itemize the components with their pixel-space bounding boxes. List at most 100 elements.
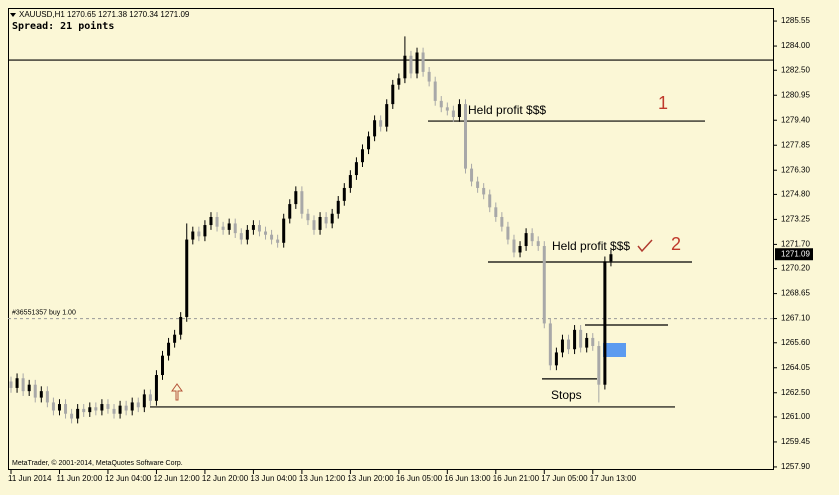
candle-body — [548, 323, 552, 366]
x-tick-label: 16 Jun 05:00 — [396, 474, 443, 483]
candle-body — [415, 52, 419, 74]
copyright: MetaTrader, © 2001-2014, MetaQuotes Soft… — [12, 459, 183, 467]
candle-body — [560, 339, 564, 353]
candle-body — [373, 120, 377, 137]
candle-body — [579, 329, 583, 348]
y-tick-label: 1262.50 — [781, 388, 810, 397]
candle-body — [148, 394, 152, 401]
candle-body — [585, 337, 589, 348]
candle-body — [542, 246, 546, 324]
y-tick-label: 1265.60 — [781, 338, 810, 347]
candle-body — [591, 337, 595, 346]
x-tick-label: 13 Jun 20:00 — [347, 474, 394, 483]
candle-body — [433, 81, 437, 101]
y-tick-label: 1264.05 — [781, 363, 810, 372]
candle-body — [348, 175, 352, 188]
candle-body — [33, 384, 37, 398]
candle-body — [360, 149, 364, 163]
x-tick-label: 17 Jun 13:00 — [590, 474, 637, 483]
y-tick-label: 1277.85 — [781, 140, 810, 149]
candle-body — [39, 391, 43, 398]
candle-body — [379, 120, 383, 127]
candle-body — [439, 100, 443, 108]
candle-body — [118, 405, 122, 414]
candle-body — [15, 378, 19, 388]
candle-body — [482, 187, 486, 195]
candle-body — [27, 384, 31, 392]
buy-arrow — [171, 383, 183, 401]
candle-body — [488, 194, 492, 208]
candle-body — [457, 104, 461, 118]
y-tick-label: 1282.50 — [781, 65, 810, 74]
x-tick-label: 16 Jun 13:00 — [444, 474, 491, 483]
candle-body — [403, 55, 407, 79]
annotation: Stops — [551, 388, 582, 402]
candle-body — [312, 220, 316, 230]
candle-body — [257, 225, 261, 232]
candle-body — [276, 239, 280, 243]
candle-body — [367, 136, 371, 150]
candle-body — [94, 407, 98, 411]
candle-body — [191, 231, 195, 240]
y-tick-label: 1273.25 — [781, 215, 810, 224]
candle-body — [385, 104, 389, 127]
annotation: 1 — [658, 93, 668, 113]
candle-body — [124, 405, 128, 411]
candle-body — [251, 225, 255, 230]
candle-body — [567, 339, 571, 350]
price-box — [775, 248, 813, 261]
candle-body — [57, 404, 61, 411]
candle-body — [270, 234, 274, 240]
candle-body — [215, 216, 219, 227]
x-tick-label: 17 Jun 05:00 — [541, 474, 588, 483]
x-tick-label: 11 Jun 20:00 — [56, 474, 102, 483]
candle-body — [51, 402, 55, 411]
candle-body — [427, 71, 431, 82]
candle-body — [300, 191, 304, 214]
candle-body — [136, 402, 140, 408]
candle-body — [130, 402, 134, 411]
candle-body — [154, 375, 158, 401]
candle-body — [603, 261, 607, 385]
candle-body — [88, 407, 92, 413]
candle-body — [70, 413, 74, 419]
candle-body — [245, 229, 249, 240]
candle-body — [82, 408, 86, 413]
candle-body — [179, 316, 183, 335]
candle-body — [354, 162, 358, 176]
candle-body — [221, 226, 225, 230]
candle-body — [409, 55, 413, 74]
candle-body — [445, 107, 449, 111]
candle-body — [233, 223, 237, 234]
candle-body — [167, 342, 171, 356]
y-tick-label: 1276.30 — [781, 165, 810, 174]
candle-body — [397, 78, 401, 85]
candle-body — [209, 216, 213, 226]
candle-body — [342, 187, 346, 201]
x-tick-label: 13 Jun 12:00 — [299, 474, 346, 483]
x-tick-label: 11 Jun 2014 — [8, 474, 52, 483]
candle-body — [506, 226, 510, 240]
candle-body — [494, 207, 498, 217]
candle-body — [21, 378, 25, 392]
x-tick-label: 12 Jun 04:00 — [105, 474, 152, 483]
candle-body — [142, 394, 146, 408]
candle-body — [161, 355, 164, 376]
candle-body — [45, 391, 49, 403]
y-tick-label: 1274.80 — [781, 190, 810, 199]
candle-body — [336, 200, 340, 214]
y-tick-label: 1279.40 — [781, 115, 810, 124]
candle-body — [112, 408, 116, 414]
candle-body — [609, 254, 613, 262]
candle-body — [536, 241, 540, 247]
plot-frame — [8, 8, 774, 470]
candle-body — [264, 231, 268, 235]
candle-body — [573, 329, 577, 350]
candle-body — [530, 233, 534, 242]
y-tick-label: 1280.95 — [781, 90, 810, 99]
y-tick-label: 1267.10 — [781, 314, 810, 323]
candle-body — [330, 213, 334, 224]
candle-body — [324, 216, 328, 224]
